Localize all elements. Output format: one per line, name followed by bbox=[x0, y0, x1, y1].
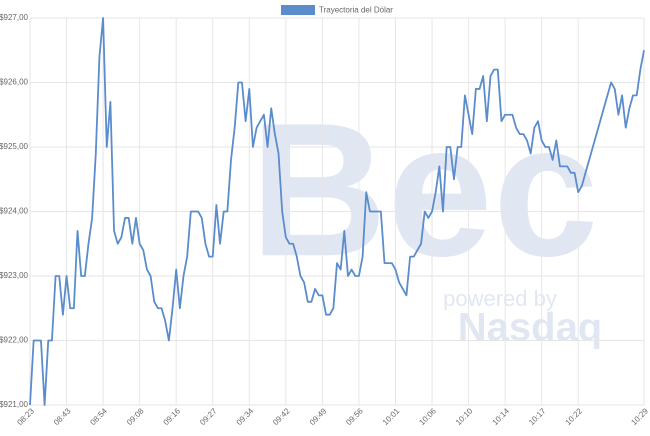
x-tick-label: 09:34 bbox=[235, 406, 256, 427]
legend-swatch bbox=[281, 5, 315, 15]
x-tick-label: 10:14 bbox=[490, 406, 511, 427]
y-tick-label: $923,00 bbox=[0, 271, 29, 280]
x-tick-label: 08:54 bbox=[88, 406, 109, 427]
y-tick-label: $924,00 bbox=[0, 207, 29, 216]
x-tick-label: 10:17 bbox=[527, 406, 548, 427]
legend-label: Trayectoria del Dólar bbox=[319, 6, 393, 15]
y-tick-label: $922,00 bbox=[0, 336, 29, 345]
y-tick-label: $927,00 bbox=[0, 13, 29, 22]
x-tick-label: 09:16 bbox=[162, 406, 183, 427]
x-tick-label: 09:56 bbox=[344, 406, 365, 427]
x-tick-label: 10:01 bbox=[381, 406, 402, 427]
y-tick-label: $925,00 bbox=[0, 142, 29, 151]
watermark-logo: Bec bbox=[250, 84, 599, 296]
watermark: Bec powered by Nasdaq bbox=[250, 84, 602, 349]
legend-item: Trayectoria del Dólar bbox=[281, 5, 393, 15]
x-tick-label: 08:43 bbox=[52, 406, 73, 427]
line bbox=[29, 17, 645, 406]
y-tick-label: $921,00 bbox=[0, 400, 29, 409]
x-tick-label: 10:10 bbox=[454, 406, 475, 427]
x-tick-label: 09:49 bbox=[308, 406, 329, 427]
x-tick-label: 09:08 bbox=[125, 406, 146, 427]
x-tick-label: 09:27 bbox=[198, 406, 219, 427]
x-tick-label: 09:42 bbox=[271, 406, 292, 427]
x-tick-label: 10:29 bbox=[629, 406, 650, 427]
y-tick-label: $926,00 bbox=[0, 78, 29, 87]
x-tick-label: 08:23 bbox=[15, 406, 36, 427]
x-tick-label: 10:22 bbox=[564, 406, 585, 427]
watermark-brand: Nasdaq bbox=[458, 306, 603, 350]
x-tick-label: 10:06 bbox=[417, 406, 438, 427]
watermark-tagline: powered by bbox=[443, 286, 557, 311]
